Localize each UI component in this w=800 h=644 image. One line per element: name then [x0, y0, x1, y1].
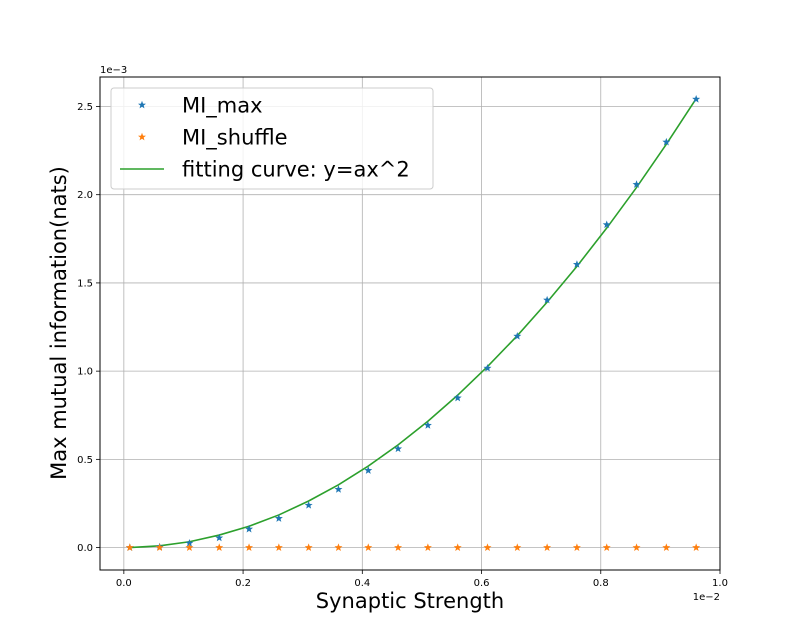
mi-shuffle-point	[215, 543, 224, 551]
mi-shuffle-point	[453, 543, 462, 551]
mi-max-point	[334, 485, 343, 493]
mi-max-point	[245, 524, 254, 533]
x-tick-label: 0.4	[354, 578, 370, 589]
mi-max-point	[483, 363, 492, 372]
mi-shuffle-point	[245, 543, 254, 551]
mi-shuffle-point	[662, 543, 671, 551]
mi-shuffle-point	[692, 543, 701, 551]
mi-shuffle-point	[632, 543, 641, 551]
mi-max-point	[274, 514, 283, 522]
legend-label: MI_shuffle	[182, 126, 288, 151]
x-offset-label: 1e−2	[693, 592, 720, 603]
mi-max-point	[692, 95, 701, 103]
y-axis-title: Max mutual information(nats)	[47, 166, 71, 480]
mi-shuffle-point	[334, 543, 343, 551]
mi-shuffle-point	[543, 543, 552, 551]
mi-shuffle-point	[572, 543, 581, 551]
legend-marker-swatch	[138, 100, 146, 109]
mi-max-point	[513, 332, 522, 340]
y-offset-label: 1e−3	[100, 65, 127, 76]
x-tick-label: 1.0	[712, 578, 728, 589]
x-axis-title: Synaptic Strength	[316, 589, 504, 613]
y-tick-label: 2.0	[77, 190, 93, 201]
mi-shuffle-point	[513, 543, 522, 551]
mi-max-point	[543, 295, 552, 304]
fitting-curve-line	[129, 98, 697, 549]
legend-box	[110, 87, 434, 190]
y-tick-label: 0.5	[77, 455, 93, 466]
mi-shuffle-point	[304, 543, 313, 551]
mi-shuffle-point	[274, 543, 283, 551]
y-tick-label: 1.5	[77, 278, 93, 289]
mi-max-point	[602, 220, 611, 229]
mi-shuffle-point	[602, 543, 611, 551]
legend-label: fitting curve: y=ax^2	[182, 158, 410, 182]
plot-frame	[99, 76, 721, 571]
x-tick-label: 0.6	[474, 578, 490, 589]
mi-shuffle-point	[483, 543, 492, 551]
mi-shuffle-point	[394, 543, 403, 551]
mi-max-point	[423, 421, 432, 429]
mi-max-point	[662, 137, 671, 146]
mi-max-point	[632, 180, 641, 188]
mi-shuffle-point	[423, 543, 432, 551]
y-tick-label: 0.0	[77, 543, 93, 554]
legend-marker-swatch	[138, 132, 146, 141]
mi-max-point	[572, 260, 581, 268]
x-tick-label: 0.2	[235, 578, 251, 589]
ticks: 0.0 0.2 0.4 0.6 0.8 1.0 0.0 0.5 1.0 1.5 2.0 2.5	[77, 102, 728, 589]
x-tick-label: 0.0	[116, 578, 132, 589]
mi-shuffle-point	[155, 543, 164, 551]
mi-max-point	[185, 538, 194, 547]
legend-label: MI_max	[182, 94, 263, 119]
mi-max-point	[304, 501, 313, 509]
mi-max-point	[394, 444, 403, 453]
mi-shuffle-point	[125, 543, 134, 551]
series	[125, 95, 701, 551]
x-tick-label: 0.8	[593, 578, 609, 589]
mi-max-point	[215, 533, 224, 542]
mi-shuffle-point	[185, 543, 194, 551]
mi-max-point	[364, 466, 373, 474]
mi-shuffle-point	[364, 543, 373, 551]
y-tick-label: 2.5	[77, 102, 93, 113]
y-tick-label: 1.0	[77, 367, 93, 378]
mi-max-point	[453, 393, 462, 402]
